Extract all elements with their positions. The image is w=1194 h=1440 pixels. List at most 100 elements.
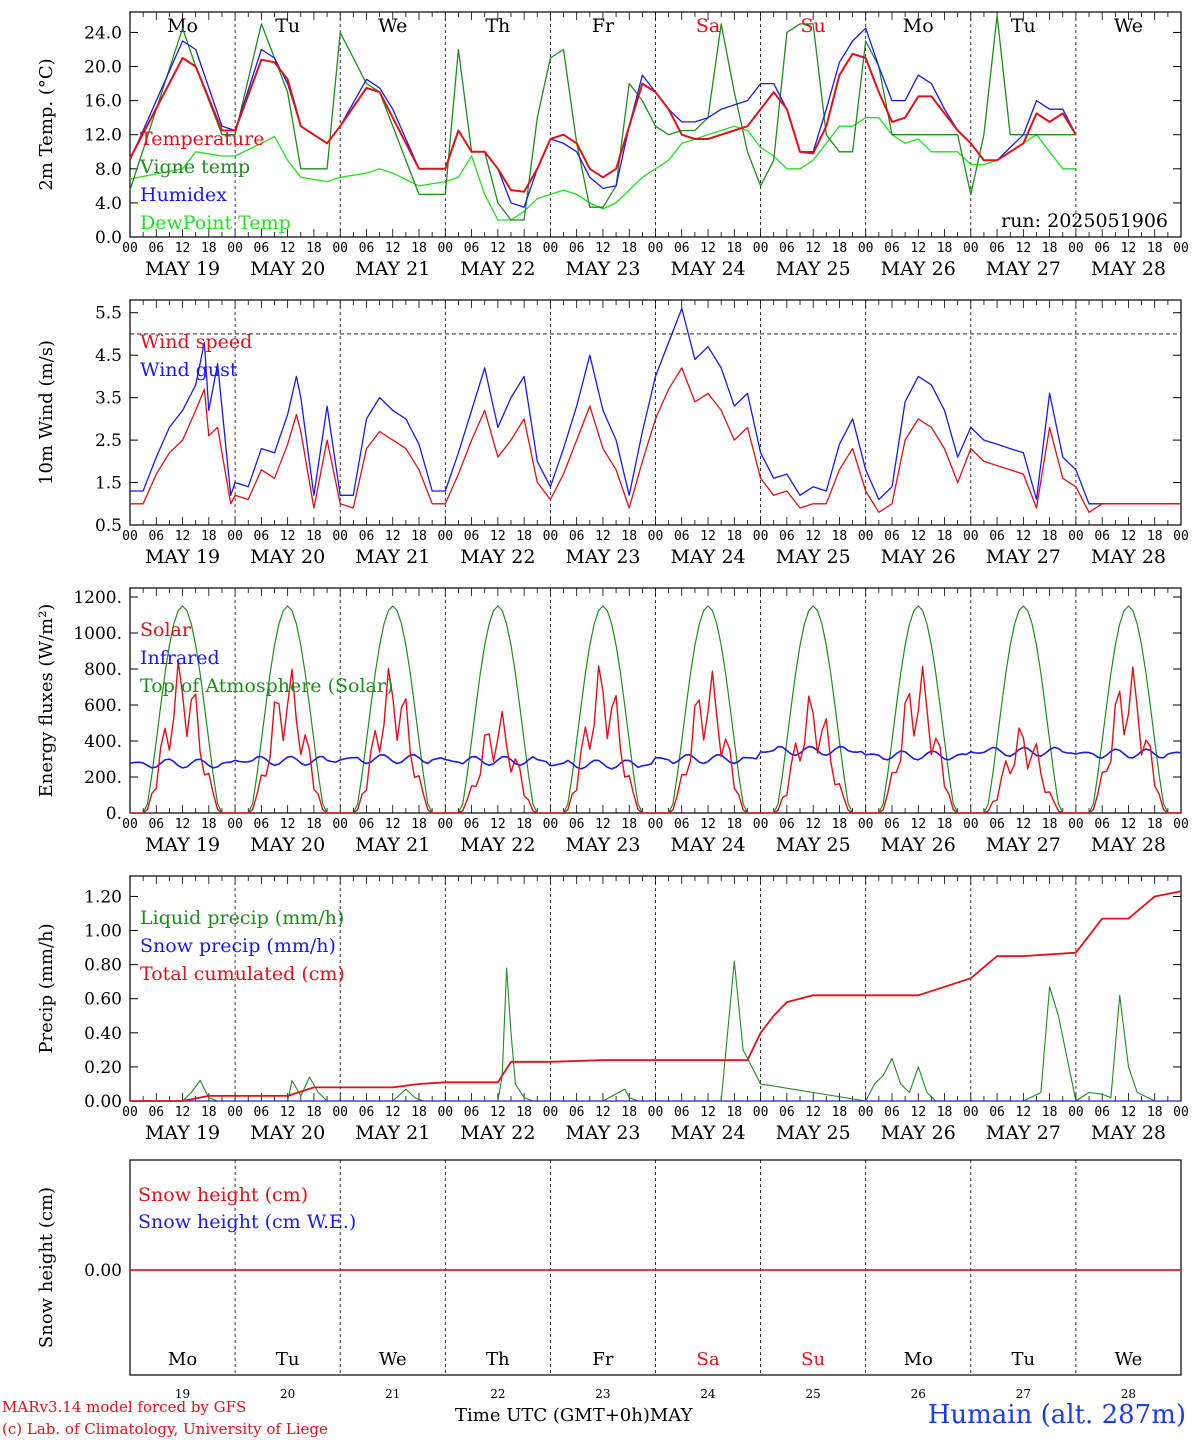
hour-tick-label: 06 — [779, 1105, 795, 1120]
hour-tick-label: 18 — [516, 241, 532, 256]
hour-tick-label: 06 — [674, 1105, 690, 1120]
date-label: MAY 20 — [250, 834, 325, 856]
hour-tick-label: 00 — [1068, 529, 1084, 544]
date-label: MAY 23 — [565, 834, 640, 856]
hour-tick-label: 06 — [148, 241, 164, 256]
hour-tick-label: 12 — [805, 1105, 821, 1120]
model-credit: MARv3.14 model forced by GFS — [2, 1398, 247, 1416]
day-name-label: Mo — [903, 15, 934, 37]
hour-tick-label: 00 — [122, 817, 138, 832]
hour-tick-label: 18 — [1042, 1105, 1058, 1120]
date-label: MAY 28 — [1091, 834, 1166, 856]
panel-frame — [129, 11, 1182, 238]
hour-tick-label: 18 — [832, 1105, 848, 1120]
y-tick-label: 600. — [84, 696, 122, 716]
hour-tick-label: 12 — [280, 241, 296, 256]
y-axis-label: 10m Wind (m/s) — [36, 340, 57, 485]
hour-tick-label: 06 — [674, 529, 690, 544]
date-label: MAY 28 — [1091, 546, 1166, 568]
hour-tick-label: 18 — [411, 241, 427, 256]
date-label: MAY 19 — [145, 834, 220, 856]
y-tick-label: 0.00 — [84, 1261, 122, 1281]
hour-tick-label: 12 — [385, 817, 401, 832]
hour-tick-label: 12 — [910, 817, 926, 832]
day-name-label: Mo — [168, 1349, 197, 1370]
hour-tick-label: 12 — [700, 817, 716, 832]
hour-tick-label: 06 — [1094, 529, 1110, 544]
day-number-label: 20 — [280, 1387, 295, 1401]
hour-tick-label: 06 — [884, 529, 900, 544]
date-label: MAY 22 — [460, 546, 535, 568]
date-label: MAY 20 — [250, 1122, 325, 1144]
hour-tick-label: 00 — [122, 241, 138, 256]
station-name: Humain (alt. 287m) — [927, 1400, 1186, 1430]
y-tick-label: 4.0 — [95, 194, 122, 214]
day-name-label: Su — [801, 1349, 825, 1370]
date-label: MAY 22 — [460, 1122, 535, 1144]
hour-tick-label: 06 — [148, 1105, 164, 1120]
date-label: MAY 26 — [881, 1122, 956, 1144]
day-number-label: 27 — [1016, 1387, 1031, 1401]
hour-tick-label: 18 — [726, 817, 742, 832]
day-name-label: Tu — [1011, 15, 1036, 37]
y-tick-label: 1.00 — [84, 922, 122, 942]
hour-tick-label: 12 — [1121, 817, 1137, 832]
y-axis-label: Snow height (cm) — [36, 1187, 57, 1348]
hour-tick-label: 12 — [385, 529, 401, 544]
hour-tick-label: 18 — [937, 1105, 953, 1120]
hour-tick-label: 00 — [753, 817, 769, 832]
legend-entry: Total cumulated (cm) — [140, 963, 345, 985]
hour-tick-label: 06 — [884, 241, 900, 256]
hour-tick-label: 18 — [516, 817, 532, 832]
day-name-label: Sa — [696, 15, 720, 37]
legend-entry: Snow height (cm W.E.) — [138, 1211, 356, 1233]
y-tick-label: 12.0 — [84, 126, 122, 146]
hour-tick-label: 18 — [937, 817, 953, 832]
date-label: MAY 27 — [986, 546, 1061, 568]
day-name-label: Mo — [904, 1349, 933, 1370]
hour-tick-label: 00 — [227, 817, 243, 832]
series-line-infrared — [129, 745, 1182, 770]
y-tick-label: 1.5 — [95, 474, 122, 494]
y-tick-label: 1.20 — [84, 887, 122, 907]
hour-tick-label: 06 — [569, 1105, 585, 1120]
hour-tick-label: 18 — [832, 529, 848, 544]
hour-tick-label: 06 — [569, 241, 585, 256]
hour-tick-label: 12 — [805, 241, 821, 256]
hour-tick-label: 00 — [332, 1105, 348, 1120]
date-label: MAY 19 — [145, 546, 220, 568]
hour-tick-label: 06 — [464, 817, 480, 832]
day-name-label: We — [379, 1349, 407, 1370]
date-label: MAY 20 — [250, 258, 325, 280]
series-line-vigne-temp — [129, 14, 1076, 221]
date-label: MAY 26 — [881, 834, 956, 856]
hour-tick-label: 12 — [280, 817, 296, 832]
hour-tick-label: 00 — [648, 1105, 664, 1120]
hour-tick-label: 18 — [411, 817, 427, 832]
hour-tick-label: 00 — [543, 529, 559, 544]
day-number-label: 24 — [700, 1387, 716, 1401]
hour-tick-label: 12 — [805, 529, 821, 544]
hour-tick-label: 00 — [332, 529, 348, 544]
hour-tick-label: 06 — [464, 241, 480, 256]
hour-tick-label: 00 — [1068, 817, 1084, 832]
day-name-label: We — [1115, 1349, 1143, 1370]
hour-tick-label: 18 — [621, 817, 637, 832]
legend-entry: Wind speed — [140, 331, 252, 353]
y-tick-label: 0.0 — [95, 228, 122, 248]
day-number-label: 25 — [806, 1387, 821, 1401]
hour-tick-label: 18 — [1042, 817, 1058, 832]
hour-tick-label: 00 — [648, 241, 664, 256]
hour-tick-label: 00 — [1068, 1105, 1084, 1120]
hour-tick-label: 18 — [726, 1105, 742, 1120]
hour-tick-label: 06 — [989, 529, 1005, 544]
day-name-label: Tu — [275, 15, 300, 37]
hour-tick-label: 12 — [700, 529, 716, 544]
hour-tick-label: 18 — [832, 817, 848, 832]
hour-tick-label: 00 — [332, 241, 348, 256]
date-label: MAY 27 — [986, 258, 1061, 280]
date-label: MAY 26 — [881, 546, 956, 568]
hour-tick-label: 00 — [648, 817, 664, 832]
y-tick-label: 0.40 — [84, 1024, 122, 1044]
